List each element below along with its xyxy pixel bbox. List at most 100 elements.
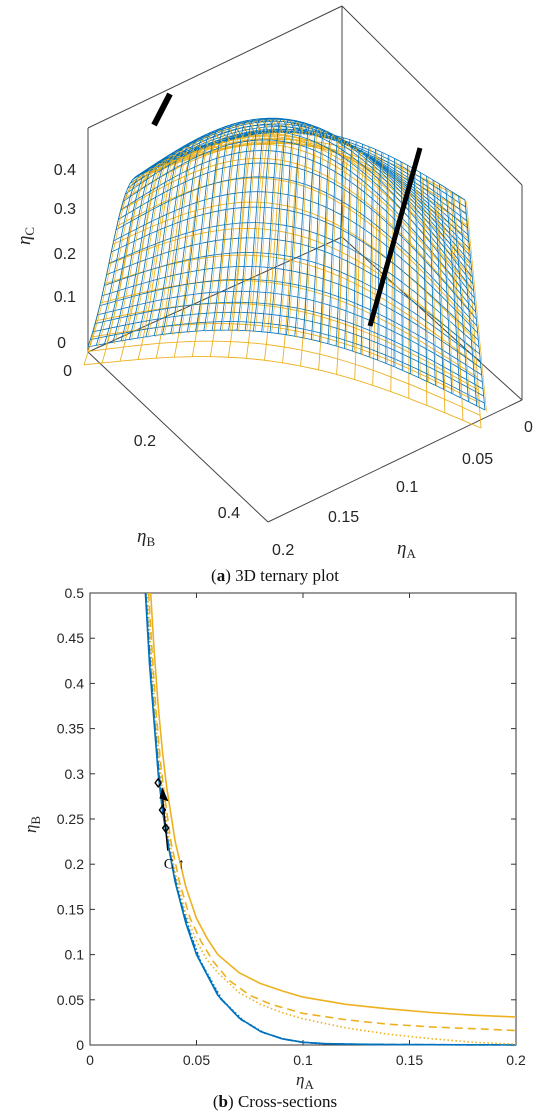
x-axis-label: ηA (296, 1070, 314, 1092)
mesh-line (286, 121, 312, 335)
mesh-line (95, 158, 165, 346)
mesh-line (436, 185, 446, 413)
y-tick-label: 0 (76, 1037, 84, 1053)
cross-section-markers (151, 92, 423, 327)
mesh-line (122, 153, 186, 343)
mesh-line (229, 120, 269, 332)
mesh-line (344, 141, 357, 349)
box-frame (87, 5, 523, 523)
mesh-line (458, 195, 478, 406)
mesh-line (302, 126, 325, 338)
mesh-line (92, 311, 484, 397)
mesh-line (171, 136, 224, 336)
mesh-line (320, 134, 339, 344)
mesh-line (440, 185, 454, 395)
x-axis-ticks: 0 0.05 0.1 0.15 0.2 (272, 419, 533, 559)
annotation-c-up: C ↑ (164, 857, 185, 873)
mesh-line (319, 133, 338, 342)
mesh-line (269, 119, 300, 333)
mesh-line (97, 290, 483, 383)
surface-mesh-blue (87, 118, 487, 412)
mesh-line (254, 119, 288, 333)
y-tick-label: 0.45 (57, 630, 84, 646)
mesh-line (113, 155, 179, 344)
mesh-line (153, 141, 210, 336)
mesh-line (434, 181, 446, 391)
mesh-line (459, 197, 479, 408)
marker-strip-top (151, 92, 173, 127)
mesh-line (87, 161, 159, 348)
mesh-line (246, 119, 282, 333)
x-tick-label: 0.05 (183, 1052, 210, 1068)
mesh-line (464, 199, 482, 429)
series-line-2 (145, 592, 517, 1046)
y-tick-label: 0.2 (65, 856, 85, 872)
x-tick-label: 0 (524, 419, 533, 436)
mesh-line (395, 160, 397, 369)
z-tick-label: 0.2 (54, 246, 76, 263)
mesh-line (402, 163, 405, 372)
mesh-line (83, 356, 482, 429)
y-tick-label: 0.1 (65, 947, 85, 963)
y-tick-label: 0 (63, 363, 72, 380)
mesh-line (196, 127, 243, 333)
chart-a-3d-ternary: 0 0.1 0.2 0.3 0.4 ηC 0 0.2 0.4 ηB 0 0.05… (0, 0, 533, 561)
y-tick-label: 0.3 (65, 766, 85, 782)
mesh-line (304, 128, 327, 340)
mesh-line (337, 141, 352, 348)
caption-a: (a) 3D ternary plot (211, 566, 339, 585)
mesh-line (203, 123, 248, 331)
chart-b-cross-sections: 0 0.05 0.1 0.15 0.2 0 0.05 0.1 0.15 0.2 0.25 0.3 0.3… (21, 585, 526, 1092)
x-tick-label: 0.2 (272, 542, 294, 559)
mesh-line (295, 125, 320, 338)
mesh-line (294, 124, 319, 337)
x-axis-label: ηA (397, 538, 416, 561)
mesh-line (453, 193, 471, 404)
y-tick-label: 0.5 (65, 585, 85, 601)
marker-strip-right (367, 147, 423, 327)
mesh-line (227, 133, 270, 358)
marker-1 (158, 804, 167, 816)
z-tick-label: 0.3 (54, 201, 76, 218)
mesh-line (245, 133, 285, 359)
mesh-line (421, 173, 429, 384)
z-axis-ticks: 0 0.1 0.2 0.3 0.4 (54, 162, 76, 352)
x-tick-label: 0.05 (462, 451, 493, 468)
mesh-line (445, 187, 461, 398)
arrow-shaft (161, 795, 169, 851)
plot-frame (89, 592, 517, 1046)
mesh-line (262, 119, 295, 334)
mesh-line (219, 120, 261, 331)
y-axis-label: ηB (21, 816, 43, 833)
mesh-line (362, 148, 371, 356)
mesh-line (385, 155, 389, 364)
mesh-line (345, 143, 359, 351)
mesh-line (163, 139, 218, 337)
z-tick-label: 0 (57, 335, 66, 352)
x-tick-label: 0 (86, 1052, 94, 1068)
mesh-line (393, 158, 395, 367)
mesh-line (446, 189, 463, 400)
mesh-line (89, 162, 160, 349)
mesh-line (271, 120, 301, 335)
mesh-line (155, 143, 211, 338)
mesh-line (204, 125, 250, 333)
mesh-line (228, 118, 268, 331)
series-line-4 (147, 592, 517, 1032)
mesh-line (310, 129, 332, 340)
axis-ticks: 0 0.05 0.1 0.15 0.2 0 0.05 0.1 0.15 0.2 0.25 0.3 0.3… (57, 585, 526, 1068)
mesh-line (213, 123, 256, 332)
mesh-line (287, 123, 314, 337)
x-tick-label: 0.15 (328, 509, 359, 526)
mesh-line (427, 177, 438, 387)
y-tick-label: 0.35 (57, 721, 84, 737)
series-line-3 (149, 592, 517, 1018)
mesh-line (377, 152, 383, 361)
x-tick-label: 0.2 (506, 1052, 526, 1068)
mesh-line (138, 148, 199, 340)
mesh-line (335, 139, 351, 347)
mesh-line (360, 146, 370, 355)
mesh-line (451, 191, 469, 402)
mesh-line (261, 118, 293, 332)
mesh-line (413, 168, 420, 378)
